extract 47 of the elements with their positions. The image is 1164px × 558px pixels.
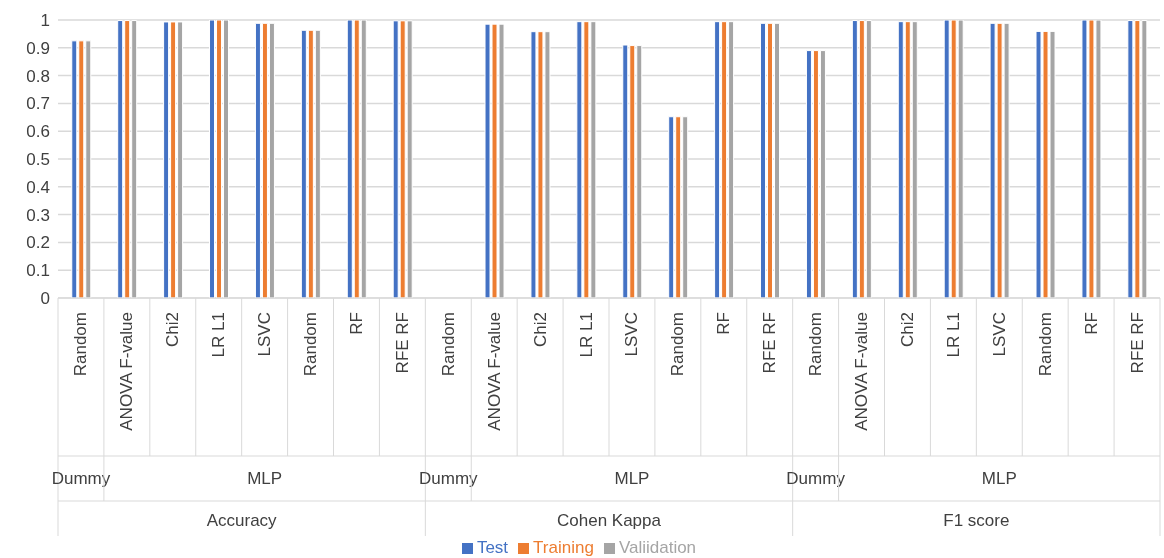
x-tick-label: Random — [806, 312, 826, 377]
x-tick-label: LR L1 — [943, 312, 963, 358]
x-tick-label: RF — [714, 312, 734, 335]
y-tick-label: 1 — [40, 11, 50, 31]
x-tick-label: Chi2 — [530, 312, 550, 347]
text: Dummy — [51, 469, 111, 488]
x-tick-label: RF — [1081, 312, 1101, 335]
y-tick-label: 0.5 — [26, 150, 50, 170]
x-tick-label: Chi2 — [163, 312, 183, 347]
y-tick-label: 0.2 — [26, 233, 50, 253]
x-tick-label: Chi2 — [897, 312, 917, 347]
x-tick-label: Random — [668, 312, 688, 377]
x-tick-label: ANOVA F-value — [117, 312, 137, 431]
text: Dummy — [786, 469, 846, 488]
text: Dummy — [419, 469, 479, 488]
y-tick-label: 0.3 — [26, 205, 50, 225]
x-tick-label: RFE RF — [1127, 312, 1147, 374]
y-tick-label: 0.7 — [26, 94, 50, 114]
x-tick-label: LSVC — [622, 312, 642, 357]
x-tick-label: ANOVA F-value — [484, 312, 504, 431]
y-tick-label: 0.8 — [26, 66, 50, 86]
text: MLP — [981, 469, 1017, 488]
text: MLP — [614, 469, 650, 488]
x-tick-label: RFE RF — [392, 312, 412, 374]
x-tick-label: Random — [1035, 312, 1055, 377]
y-tick-label: 0.6 — [26, 122, 50, 142]
x-tick-label: RF — [346, 312, 366, 335]
x-tick-label: Random — [71, 312, 91, 377]
y-tick-label: 0.9 — [26, 38, 50, 58]
x-tick-label: RFE RF — [760, 312, 780, 374]
text: F1 score — [943, 511, 1010, 530]
text: Cohen Kappa — [557, 511, 662, 530]
x-tick-label: LR L1 — [576, 312, 596, 358]
x-tick-label: LSVC — [255, 312, 275, 357]
text: Accuracy — [206, 511, 278, 530]
x-tick-label: ANOVA F-value — [852, 312, 872, 431]
x-tick-label: Random — [438, 312, 458, 377]
x-tick-label: LR L1 — [209, 312, 229, 358]
x-tick-label: Random — [301, 312, 321, 377]
legend-label: Valiidation — [618, 538, 697, 557]
text: MLP — [247, 469, 283, 488]
legend-label: Training — [533, 538, 594, 557]
legend-label: Test — [476, 538, 509, 557]
y-tick-label: 0 — [40, 289, 50, 309]
x-tick-label: LSVC — [989, 312, 1009, 357]
y-tick-label: 0.1 — [26, 261, 50, 281]
y-tick-label: 0.4 — [26, 177, 50, 197]
